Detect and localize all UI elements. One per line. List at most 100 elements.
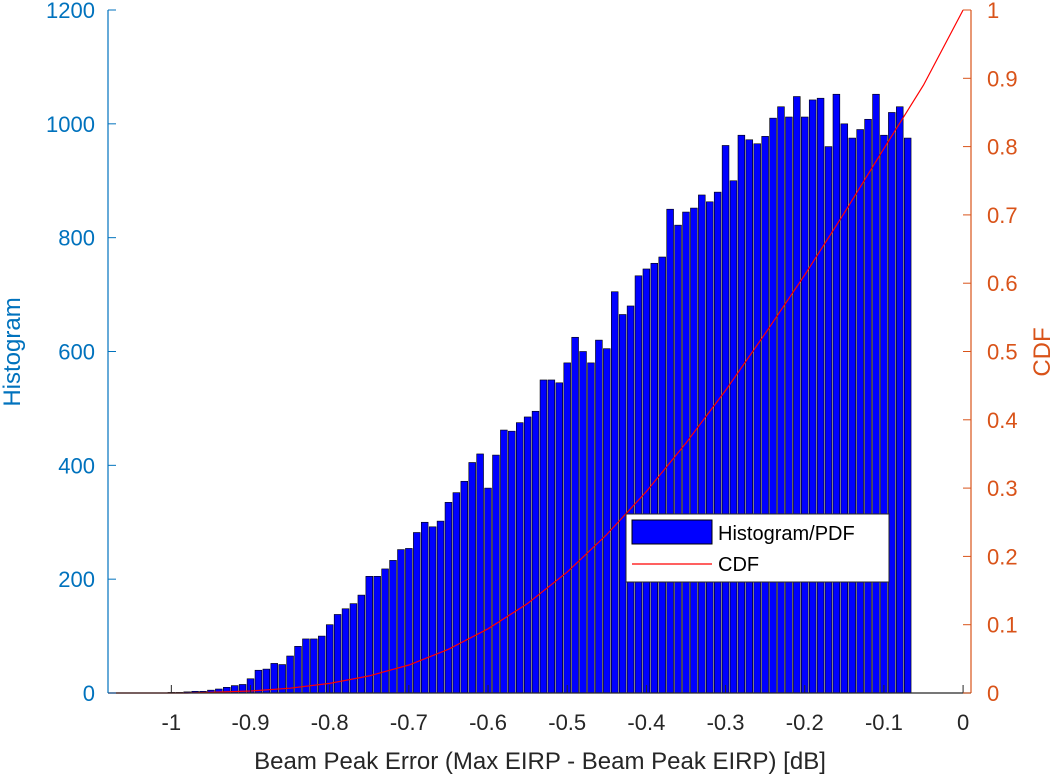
histogram-bar bbox=[682, 211, 690, 694]
x-tick-label: -0.2 bbox=[786, 710, 824, 735]
x-tick-label: -0.8 bbox=[311, 710, 349, 735]
y-right-tick-label: 0.7 bbox=[987, 203, 1018, 228]
histogram-bar bbox=[856, 129, 864, 694]
histogram-bars bbox=[167, 93, 912, 694]
y-left-tick-label: 1000 bbox=[46, 112, 95, 137]
histogram-bar bbox=[888, 112, 896, 694]
histogram-bar bbox=[872, 93, 880, 694]
histogram-bar bbox=[793, 96, 801, 694]
histogram-bar bbox=[563, 362, 571, 694]
histogram-bar bbox=[254, 669, 263, 694]
histogram-bar bbox=[777, 106, 785, 694]
y-right-tick-label: 0.1 bbox=[987, 613, 1018, 638]
histogram-bar bbox=[769, 117, 777, 694]
x-tick-label: -0.1 bbox=[865, 710, 903, 735]
histogram-bar bbox=[484, 487, 492, 694]
histogram-bar bbox=[618, 314, 627, 694]
histogram-bar bbox=[460, 480, 468, 694]
histogram-bar bbox=[405, 548, 413, 694]
cdf-line bbox=[108, 9, 964, 694]
histogram-bar bbox=[721, 145, 730, 694]
x-axis-label: Beam Peak Error (Max EIRP - Beam Peak EI… bbox=[254, 748, 826, 775]
histogram-bar bbox=[611, 291, 619, 694]
histogram-bar bbox=[381, 568, 389, 694]
histogram-bar bbox=[848, 137, 856, 694]
legend-swatch-histogram bbox=[631, 519, 713, 545]
histogram-bar bbox=[666, 208, 674, 694]
histogram-bar bbox=[745, 139, 754, 694]
y-right-tick-label: 0.8 bbox=[987, 135, 1018, 160]
y-right-tick-label: 1 bbox=[987, 0, 999, 23]
histogram-bar bbox=[587, 362, 595, 694]
y-right-tick-label: 0.9 bbox=[987, 66, 1018, 91]
x-tick-label: -0.4 bbox=[627, 710, 665, 735]
histogram-bar bbox=[539, 379, 548, 694]
x-tick-label: -0.6 bbox=[469, 710, 507, 735]
histogram-bar bbox=[729, 180, 738, 694]
histogram-bar bbox=[373, 576, 381, 694]
y-left-tick-label: 600 bbox=[58, 340, 95, 365]
histogram-bar bbox=[492, 454, 500, 694]
histogram-bar bbox=[444, 502, 453, 694]
y-right-tick-label: 0.5 bbox=[987, 340, 1018, 365]
axes bbox=[107, 9, 972, 694]
histogram-bar bbox=[816, 97, 825, 694]
y-right-tick-label: 0 bbox=[987, 681, 999, 706]
histogram-bar bbox=[452, 492, 461, 694]
histogram-bar bbox=[302, 638, 310, 694]
histogram-bar bbox=[571, 336, 579, 694]
y-right-tick-label: 0.6 bbox=[987, 271, 1018, 296]
y-left-tick-label: 1200 bbox=[46, 0, 95, 23]
histogram-bar bbox=[579, 351, 587, 694]
y-right-tick-label: 0.4 bbox=[987, 408, 1018, 433]
histogram-bar bbox=[706, 201, 714, 694]
histogram-bar bbox=[785, 116, 793, 694]
y-left-tick-label: 0 bbox=[83, 681, 95, 706]
histogram-bar bbox=[389, 560, 397, 694]
histogram-bar bbox=[761, 136, 769, 694]
histogram-bar bbox=[523, 416, 532, 694]
y-right-tick-label: 0.2 bbox=[987, 544, 1018, 569]
histogram-bar bbox=[555, 382, 563, 694]
histogram-bar bbox=[508, 430, 516, 694]
x-tick-label: -0.5 bbox=[548, 710, 586, 735]
histogram-bar bbox=[397, 549, 405, 694]
y-axis-right-label: CDF bbox=[1029, 327, 1056, 376]
histogram-bar bbox=[808, 99, 817, 694]
histogram-bar bbox=[603, 348, 611, 694]
histogram-bar bbox=[690, 207, 698, 694]
histogram-bar bbox=[476, 453, 484, 694]
histogram-bar bbox=[737, 134, 746, 694]
histogram-bar bbox=[880, 134, 888, 694]
y-left-tick-label: 800 bbox=[58, 226, 95, 251]
histogram-bar bbox=[531, 410, 540, 694]
y-right-tick-label: 0.3 bbox=[987, 476, 1018, 501]
histogram-bar bbox=[713, 191, 722, 694]
legend[interactable]: Histogram/PDF CDF bbox=[625, 513, 890, 583]
histogram-bar bbox=[642, 268, 651, 694]
x-tick-label: -0.9 bbox=[232, 710, 270, 735]
histogram-bar bbox=[500, 429, 508, 694]
tick-labels: -1 -0.9 -0.8 -0.7 -0.6 -0.5 -0.4 -0.3 -0.2 -0.1 00… bbox=[46, 0, 1018, 735]
histogram-bar bbox=[420, 521, 429, 694]
histogram-bar bbox=[903, 137, 912, 694]
x-tick-label: -1 bbox=[162, 710, 182, 735]
histogram-bar bbox=[626, 305, 635, 694]
histogram-bar bbox=[294, 646, 302, 694]
histogram-bar bbox=[801, 116, 809, 694]
histogram-bar bbox=[413, 532, 421, 694]
histogram-bar bbox=[753, 143, 761, 694]
histogram-bar bbox=[468, 462, 476, 694]
y-axis-left-label: Histogram bbox=[0, 297, 26, 406]
legend-label-histogram: Histogram/PDF bbox=[718, 523, 855, 545]
x-tick-label: -0.7 bbox=[390, 710, 428, 735]
histogram-bar bbox=[674, 224, 682, 694]
histogram-bar bbox=[864, 118, 872, 694]
histogram-bar bbox=[634, 275, 643, 694]
histogram-bar bbox=[824, 146, 833, 694]
y-left-tick-label: 400 bbox=[58, 453, 95, 478]
y-left-tick-label: 200 bbox=[58, 567, 95, 592]
histogram-bar bbox=[595, 339, 603, 694]
histogram-bar bbox=[428, 526, 437, 694]
